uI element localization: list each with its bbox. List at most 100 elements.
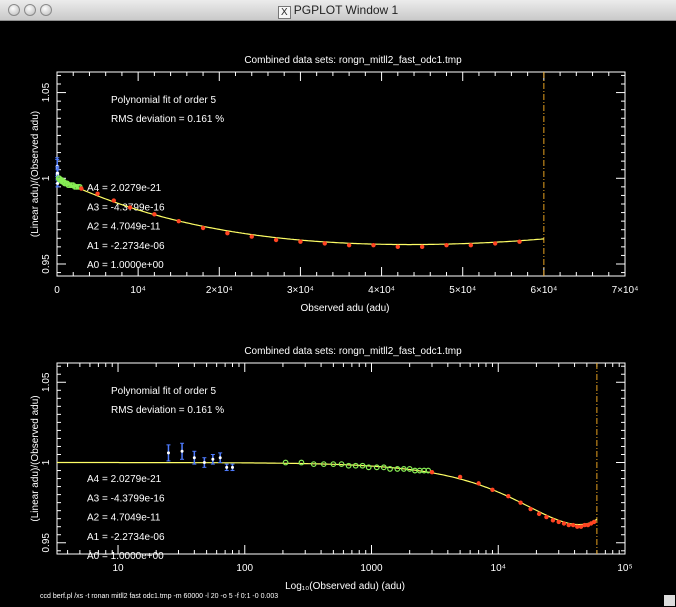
data-point-main: [591, 519, 597, 525]
x-tick-label: 5×10⁴: [449, 285, 476, 296]
data-point-main: [79, 186, 84, 191]
data-point-main: [566, 522, 571, 528]
data-point-main: [506, 494, 511, 499]
data-point-main: [517, 239, 522, 244]
x-tick-label: 10⁵: [617, 563, 632, 574]
data-point-main: [561, 521, 567, 526]
coefficient-text: A0 = 1.0000e+00: [87, 260, 164, 271]
data-point-main: [550, 518, 556, 523]
command-line-text: ccd berf.pl /xs -t ronan mitll2 fast odc…: [40, 593, 279, 600]
data-point-main: [95, 191, 100, 196]
annotation-text: RMS deviation = 0.161 %: [111, 114, 224, 125]
log-panel: Combined data sets: rongn_mitll2_fast_od…: [30, 346, 633, 592]
coefficient-text: A2 = 4.7049e-11: [87, 513, 161, 524]
pgplot-canvas: Combined data sets: rongn_mitll2_fast_od…: [0, 21, 676, 592]
data-point-main: [346, 242, 352, 248]
data-point-low: [180, 449, 184, 453]
data-point-main: [492, 241, 498, 246]
coefficient-text: A1 = -2.2734e-06: [87, 241, 165, 252]
x-tick-label: 6×10⁴: [530, 285, 557, 296]
data-point-mid: [330, 461, 337, 468]
data-point-main: [444, 242, 449, 248]
data-point-main: [200, 225, 206, 231]
data-point-main: [419, 244, 425, 250]
y-tick-label: 0.95: [41, 254, 52, 274]
x-tick-label: 3×10⁴: [287, 285, 314, 296]
data-point-main: [249, 234, 254, 239]
data-point-main: [371, 242, 376, 248]
data-point-mid: [359, 462, 366, 469]
data-point-main: [556, 519, 561, 525]
data-point-low: [211, 457, 215, 461]
x-tick-label: 2×10⁴: [206, 285, 233, 296]
coefficient-text: A0 = 1.0000e+00: [87, 551, 164, 562]
data-point-main: [578, 524, 584, 529]
coefficient-text: A4 = 2.0279e-21: [87, 474, 162, 485]
y-tick-label: 1.05: [41, 372, 52, 392]
data-point-main: [518, 500, 523, 505]
status-bar: ccd berf.pl /xs -t ronan mitll2 fast odc…: [0, 592, 676, 607]
close-window-button[interactable]: [8, 4, 20, 16]
x11-icon: X: [277, 6, 291, 19]
data-point-main: [575, 524, 580, 529]
data-point-main: [570, 522, 576, 528]
plot-frame: [56, 362, 626, 555]
data-point-main: [176, 218, 181, 224]
data-point-mid: [365, 464, 372, 471]
data-point-main: [528, 506, 533, 512]
data-point-main: [468, 242, 474, 248]
data-point-main: [490, 487, 495, 492]
data-point-low: [56, 171, 60, 175]
coefficient-text: A3 = -4.3799e-16: [87, 493, 165, 504]
data-point-main: [582, 522, 587, 528]
data-point-main: [536, 511, 542, 517]
data-point-low: [230, 465, 234, 469]
x-tick-label: 7×10⁴: [612, 285, 639, 296]
data-point-mid: [380, 464, 387, 471]
x-axis-label: Log₁₀(Observed adu) (adu): [285, 581, 405, 592]
minimize-window-button[interactable]: [24, 4, 36, 16]
data-point-mid: [345, 462, 352, 469]
data-point-low: [56, 181, 60, 185]
data-point-mid: [406, 466, 413, 472]
data-point-mid: [352, 462, 359, 469]
data-point-low: [202, 461, 206, 465]
coefficient-text: A4 = 2.0279e-21: [87, 183, 162, 194]
y-tick-label: 1.05: [41, 82, 52, 102]
data-point-main: [395, 244, 400, 250]
data-point-mid: [387, 466, 393, 472]
data-point-mid: [338, 461, 345, 468]
data-point-main: [429, 469, 435, 475]
data-point-main: [127, 205, 133, 210]
data-point-mid: [320, 461, 327, 468]
x-tick-label: 10: [112, 563, 124, 574]
data-point-main: [298, 239, 303, 244]
x-tick-label: 4×10⁴: [368, 285, 395, 296]
linear-panel: Combined data sets: rongn_mitll2_fast_od…: [30, 55, 638, 314]
zoom-window-button[interactable]: [40, 4, 52, 16]
coefficient-text: A2 = 4.7049e-11: [87, 222, 161, 233]
data-point-main: [457, 474, 463, 480]
resize-grip-icon[interactable]: [664, 595, 675, 606]
window-title: X PGPLOT Window 1: [0, 3, 676, 19]
data-point-mid: [298, 459, 305, 466]
annotation-text: Polynomial fit of order 5: [111, 95, 216, 106]
x-tick-label: 0: [54, 285, 60, 296]
data-point-main: [111, 198, 117, 203]
data-point-main: [273, 237, 279, 243]
x-tick-label: 10⁴: [130, 285, 145, 296]
data-point-main: [322, 241, 327, 246]
chart-title: Combined data sets: rongn_mitll2_fast_od…: [244, 55, 462, 66]
data-point-low: [225, 465, 229, 469]
window-title-text: PGPLOT Window 1: [293, 3, 399, 17]
y-tick-label: 0.95: [41, 533, 52, 553]
x-tick-label: 1000: [360, 563, 383, 574]
data-point-main: [225, 230, 230, 236]
y-tick-label: 1: [41, 459, 52, 465]
coefficient-text: A3 = -4.3799e-16: [87, 202, 165, 213]
data-point-low: [218, 456, 222, 460]
chart-title: Combined data sets: rongn_mitll2_fast_od…: [244, 346, 462, 357]
data-point-mid: [282, 459, 289, 466]
coefficient-text: A1 = -2.2734e-06: [87, 532, 165, 543]
y-axis-label: (Linear adu)/(Observed adu): [30, 111, 41, 237]
